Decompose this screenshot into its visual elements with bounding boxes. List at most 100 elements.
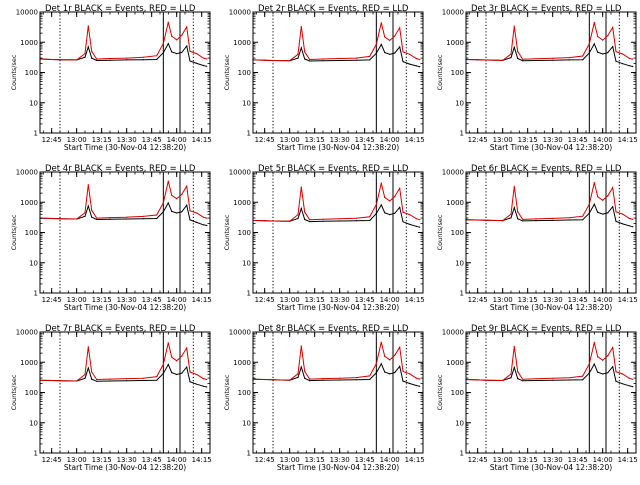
events-data-point xyxy=(189,60,191,62)
events-data-point xyxy=(394,372,396,374)
events-series-line xyxy=(465,203,633,228)
lld-data-point xyxy=(369,216,371,218)
lld-data-point xyxy=(304,51,306,53)
lld-data-point xyxy=(632,378,634,380)
lld-data-point xyxy=(485,59,487,61)
lld-data-point xyxy=(171,35,173,37)
chart-title: Det 7r BLACK = Events, RED = LLD xyxy=(45,324,196,334)
x-tick-label: 13:30 xyxy=(330,456,350,464)
x-axis-label: Start Time (30-Nov-04 12:38:20) xyxy=(277,143,399,152)
lld-data-point xyxy=(156,376,158,378)
events-data-point xyxy=(522,220,524,222)
y-tick-label: 10 xyxy=(242,259,251,267)
events-data-point xyxy=(109,380,111,382)
x-tick-label: 12:45 xyxy=(468,136,488,144)
lld-data-point xyxy=(355,377,357,379)
lld-data-point xyxy=(289,220,291,222)
events-data-point xyxy=(126,380,128,382)
events-data-point xyxy=(322,379,324,381)
x-axis-label: Start Time (30-Nov-04 12:38:20) xyxy=(64,303,186,312)
x-tick-label: 13:45 xyxy=(355,456,375,464)
events-data-point xyxy=(196,62,198,64)
x-tick-label: 13:45 xyxy=(142,296,162,304)
lld-data-point xyxy=(206,58,208,60)
lld-series-line xyxy=(465,182,633,222)
x-tick-label: 13:45 xyxy=(568,136,588,144)
y-tick-label: 10000 xyxy=(442,169,464,177)
lld-data-point xyxy=(593,182,595,184)
lld-data-point xyxy=(588,43,590,45)
events-data-point xyxy=(517,378,519,380)
lld-data-point xyxy=(513,345,515,347)
y-tick-label: 1 xyxy=(247,130,251,138)
lld-data-point xyxy=(632,218,634,220)
chart-panel-2: Det 2r BLACK = Events, RED = LLD 1 10 100 10… xyxy=(223,4,425,152)
events-data-point xyxy=(399,365,401,367)
lld-data-point xyxy=(189,50,191,53)
events-data-point xyxy=(380,363,382,365)
y-tick-label: 100 xyxy=(238,229,251,237)
events-data-point xyxy=(189,219,191,221)
y-tick-label: 1 xyxy=(247,450,251,458)
lld-data-point xyxy=(502,379,504,382)
x-tick-label: 13:30 xyxy=(117,296,137,304)
events-data-point xyxy=(522,60,524,62)
events-data-point xyxy=(513,207,515,209)
lld-data-point xyxy=(300,26,302,28)
x-tick-label: 13:00 xyxy=(67,296,87,304)
events-data-point xyxy=(167,363,169,366)
y-axis-label: Counts/sec xyxy=(436,214,444,250)
x-tick-label: 12:45 xyxy=(255,296,275,304)
y-tick-label: 100 xyxy=(25,69,38,77)
y-tick-label: 1000 xyxy=(233,199,251,207)
events-data-point xyxy=(615,220,617,222)
events-data-point xyxy=(126,218,128,220)
events-data-point xyxy=(510,377,512,379)
events-data-point xyxy=(535,59,537,62)
lld-data-point xyxy=(76,218,78,220)
y-tick-label: 100 xyxy=(25,389,38,397)
x-tick-label: 14:15 xyxy=(405,456,425,464)
lld-data-point xyxy=(289,60,291,62)
lld-data-point xyxy=(186,185,188,187)
y-tick-label: 10000 xyxy=(229,169,251,177)
lld-data-point xyxy=(76,59,78,61)
lld-data-point xyxy=(96,378,98,381)
lld-data-point xyxy=(607,35,609,37)
events-data-point xyxy=(84,56,86,58)
events-data-point xyxy=(389,214,391,216)
x-tick-label: 12:45 xyxy=(255,456,275,464)
lld-series-line xyxy=(252,182,420,222)
lld-data-point xyxy=(84,212,86,214)
events-data-point xyxy=(513,366,515,369)
lld-data-point xyxy=(87,25,89,27)
lld-data-point xyxy=(355,57,357,59)
lld-data-point xyxy=(628,217,630,219)
events-data-point xyxy=(304,218,306,221)
lld-data-point xyxy=(384,36,386,38)
y-tick-label: 10 xyxy=(455,99,464,107)
events-data-point xyxy=(304,58,306,60)
lld-data-point xyxy=(375,363,377,365)
y-axis-label: Counts/sec xyxy=(223,214,231,250)
x-tick-label: 14:15 xyxy=(192,456,212,464)
events-data-point xyxy=(196,221,198,223)
chart-panel-1: Det 1r BLACK = Events, RED = LLD 1 10 100 10… xyxy=(10,4,212,152)
events-data-point xyxy=(602,373,604,375)
x-tick-label: 13:00 xyxy=(280,136,300,144)
lld-series-line xyxy=(465,342,633,382)
events-data-point xyxy=(389,373,391,375)
events-data-point xyxy=(568,219,570,221)
events-data-point xyxy=(339,59,341,62)
chart-title: Det 4r BLACK = Events, RED = LLD xyxy=(45,164,196,174)
lld-data-point xyxy=(593,21,595,24)
y-tick-label: 1000 xyxy=(20,39,38,47)
lld-data-point xyxy=(384,355,386,357)
x-tick-label: 14:00 xyxy=(593,136,613,144)
lld-data-point xyxy=(399,27,401,29)
y-tick-label: 10 xyxy=(242,99,251,107)
lld-data-point xyxy=(297,373,299,375)
events-data-point xyxy=(622,223,624,225)
x-tick-label: 12:45 xyxy=(468,456,488,464)
lld-data-point xyxy=(615,211,617,213)
